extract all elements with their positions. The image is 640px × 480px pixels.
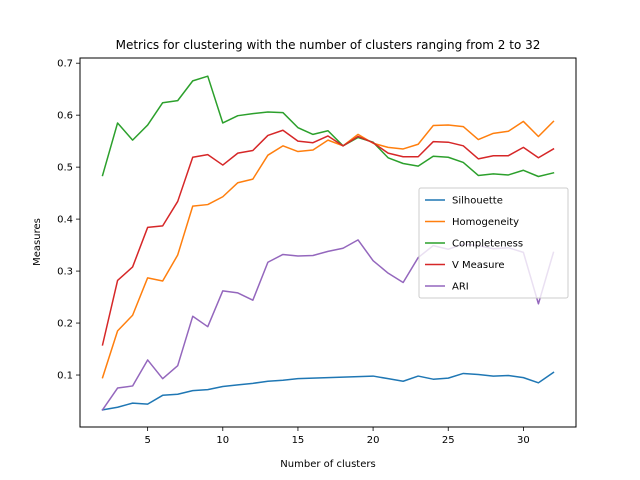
x-tick-label: 25: [442, 435, 455, 446]
chart-title: Metrics for clustering with the number o…: [116, 38, 541, 52]
y-tick-label: 0.7: [57, 59, 73, 70]
plot-frame: [79, 57, 577, 428]
legend-entry-label: ARI: [452, 282, 469, 293]
y-axis-label: Measures: [32, 218, 43, 266]
x-tick-label: 10: [216, 435, 229, 446]
x-tick-label: 30: [517, 435, 530, 446]
legend-entry-label: V Measure: [452, 260, 505, 271]
y-tick-label: 0.1: [57, 371, 73, 382]
x-tick-label: 20: [367, 435, 380, 446]
x-axis-ticks: 5 10 15 20 25 30: [144, 427, 530, 446]
y-tick-label: 0.3: [57, 267, 73, 278]
y-tick-label: 0.5: [57, 163, 73, 174]
series-line-homogeneity: [101, 120, 555, 379]
legend-entry-label: Completeness: [452, 239, 523, 250]
legend-frame: [418, 187, 569, 299]
series-line-completeness: [101, 75, 555, 178]
y-axis-ticks: 0.1 0.2 0.3 0.4 0.5 0.6 0.7: [57, 59, 80, 382]
x-tick-label: 15: [292, 435, 305, 446]
series-line-v-measure: [101, 129, 555, 346]
y-tick-label: 0.6: [57, 111, 73, 122]
x-tick-label: 5: [144, 435, 150, 446]
x-axis-label: Number of clusters: [280, 459, 375, 470]
legend-entry-label: Homogeneity: [452, 217, 519, 228]
legend-items: Silhouette Homogeneity Completeness V Measu…: [425, 196, 523, 293]
y-tick-label: 0.4: [57, 215, 73, 226]
legend: Silhouette Homogeneity Completeness V Measu…: [418, 187, 569, 299]
series-line-silhouette: [101, 371, 555, 411]
y-tick-label: 0.2: [57, 319, 73, 330]
legend-entry-label: Silhouette: [452, 196, 503, 207]
